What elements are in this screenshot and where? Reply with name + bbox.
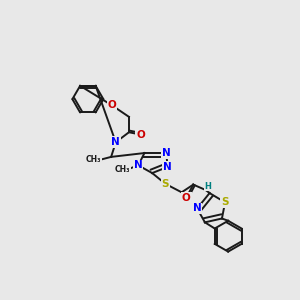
Text: N: N (163, 162, 172, 172)
Text: CH₃: CH₃ (114, 166, 130, 175)
Text: O: O (107, 100, 116, 110)
Text: S: S (221, 197, 229, 207)
Text: N: N (111, 137, 120, 147)
Text: O: O (182, 193, 191, 203)
Text: CH₃: CH₃ (85, 155, 101, 164)
Text: N: N (134, 160, 142, 170)
Text: H: H (205, 182, 212, 191)
Text: N: N (193, 203, 202, 214)
Text: S: S (162, 179, 169, 189)
Text: O: O (136, 130, 145, 140)
Text: N: N (162, 148, 170, 158)
